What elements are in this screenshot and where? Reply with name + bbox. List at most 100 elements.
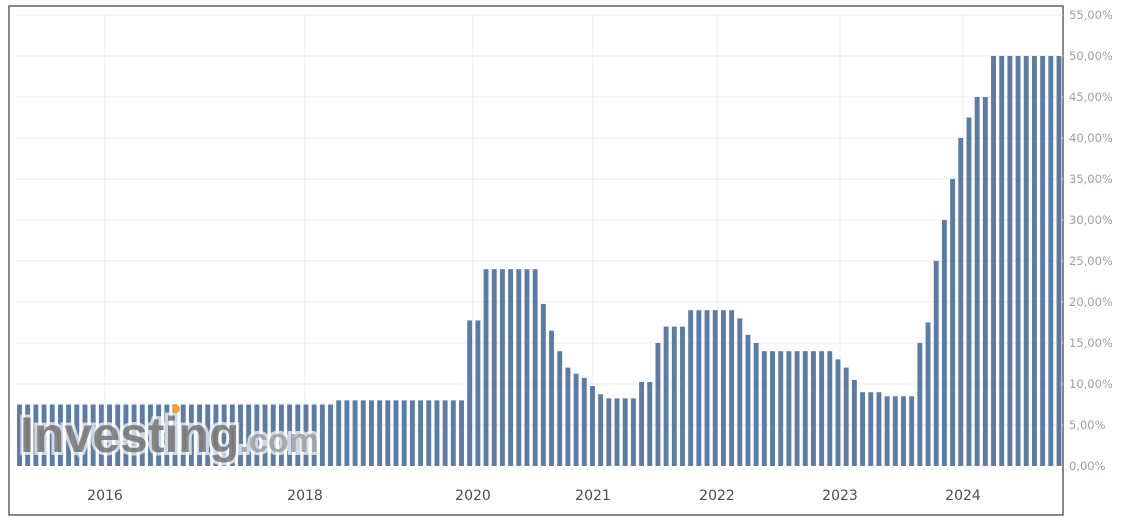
bar[interactable] [270, 404, 276, 467]
bar[interactable] [409, 400, 415, 466]
bar[interactable] [581, 377, 587, 466]
bar[interactable] [982, 97, 988, 466]
bar[interactable] [516, 269, 522, 466]
bar[interactable] [835, 359, 841, 466]
bar[interactable] [385, 400, 391, 466]
bar[interactable] [549, 330, 554, 466]
bar[interactable] [459, 400, 464, 466]
bar[interactable] [426, 400, 432, 466]
bar[interactable] [229, 404, 235, 467]
bar[interactable] [925, 322, 931, 467]
bar[interactable] [901, 396, 906, 466]
bar[interactable] [442, 400, 448, 466]
bar[interactable] [639, 381, 645, 466]
bar[interactable] [745, 334, 751, 466]
bar[interactable] [499, 269, 505, 466]
bar[interactable] [810, 351, 816, 466]
bar[interactable] [213, 404, 219, 467]
bar[interactable] [786, 351, 792, 466]
bar[interactable] [41, 404, 47, 467]
bar[interactable] [860, 392, 866, 466]
bar[interactable] [369, 400, 374, 466]
bar[interactable] [827, 351, 833, 466]
bar[interactable] [958, 138, 964, 466]
bar[interactable] [475, 320, 481, 466]
bar[interactable] [508, 269, 514, 466]
bar[interactable] [82, 404, 88, 467]
bar[interactable] [188, 404, 194, 467]
bar[interactable] [66, 404, 72, 467]
bar[interactable] [712, 310, 718, 466]
bar[interactable] [573, 373, 579, 466]
bar[interactable] [1015, 56, 1021, 466]
bar[interactable] [565, 367, 571, 466]
bar[interactable] [221, 404, 227, 467]
bar[interactable] [1048, 56, 1054, 466]
bar[interactable] [450, 400, 456, 466]
bar[interactable] [287, 404, 293, 467]
bar[interactable] [164, 404, 170, 467]
bar[interactable] [197, 404, 203, 467]
bar[interactable] [729, 310, 735, 466]
bar[interactable] [254, 404, 260, 467]
bar[interactable] [90, 404, 96, 467]
bar[interactable] [344, 400, 350, 466]
bar[interactable] [688, 310, 694, 466]
bar[interactable] [172, 404, 178, 467]
bar[interactable] [663, 326, 669, 466]
bar[interactable] [148, 404, 153, 467]
bar[interactable] [794, 351, 800, 466]
bar[interactable] [876, 392, 882, 466]
bar[interactable] [33, 404, 39, 467]
bar[interactable] [941, 220, 947, 466]
bar[interactable] [1031, 56, 1037, 466]
bar[interactable] [770, 351, 775, 466]
bar[interactable] [156, 404, 162, 467]
bar[interactable] [868, 392, 874, 466]
bar[interactable] [524, 269, 530, 466]
bar[interactable] [17, 404, 22, 467]
bar[interactable] [614, 398, 620, 466]
bar[interactable] [401, 400, 407, 466]
bar[interactable] [57, 404, 63, 467]
bar[interactable] [892, 396, 898, 466]
bar[interactable] [434, 400, 440, 466]
bar[interactable] [778, 351, 784, 466]
bar[interactable] [761, 351, 767, 466]
bar[interactable] [115, 404, 121, 467]
bar[interactable] [680, 326, 685, 466]
bar[interactable] [884, 396, 890, 466]
bar[interactable] [737, 318, 743, 466]
bar[interactable] [647, 381, 653, 466]
bar[interactable] [974, 97, 980, 466]
bar[interactable] [557, 351, 563, 466]
bar[interactable] [49, 404, 55, 467]
bar[interactable] [467, 320, 473, 466]
bar[interactable] [180, 404, 186, 467]
bar[interactable] [319, 404, 325, 467]
bar[interactable] [1023, 56, 1029, 466]
bar[interactable] [311, 404, 317, 467]
bar[interactable] [25, 404, 31, 467]
bar[interactable] [393, 400, 399, 466]
bar[interactable] [328, 404, 333, 467]
bar[interactable] [278, 404, 284, 467]
bar[interactable] [671, 326, 677, 466]
bar[interactable] [630, 398, 636, 466]
bar[interactable] [1040, 56, 1046, 466]
bar[interactable] [418, 400, 424, 466]
bar[interactable] [262, 404, 268, 467]
bar[interactable] [622, 398, 628, 466]
bar[interactable] [950, 179, 956, 466]
bar[interactable] [540, 304, 546, 466]
bar[interactable] [238, 404, 243, 467]
bar[interactable] [131, 404, 137, 467]
bar[interactable] [933, 261, 939, 466]
bar[interactable] [802, 351, 808, 466]
bar[interactable] [303, 404, 309, 467]
bar[interactable] [98, 404, 104, 467]
bar[interactable] [819, 351, 825, 466]
bar[interactable] [851, 379, 857, 466]
bar[interactable] [843, 367, 849, 466]
bar[interactable] [360, 400, 366, 466]
